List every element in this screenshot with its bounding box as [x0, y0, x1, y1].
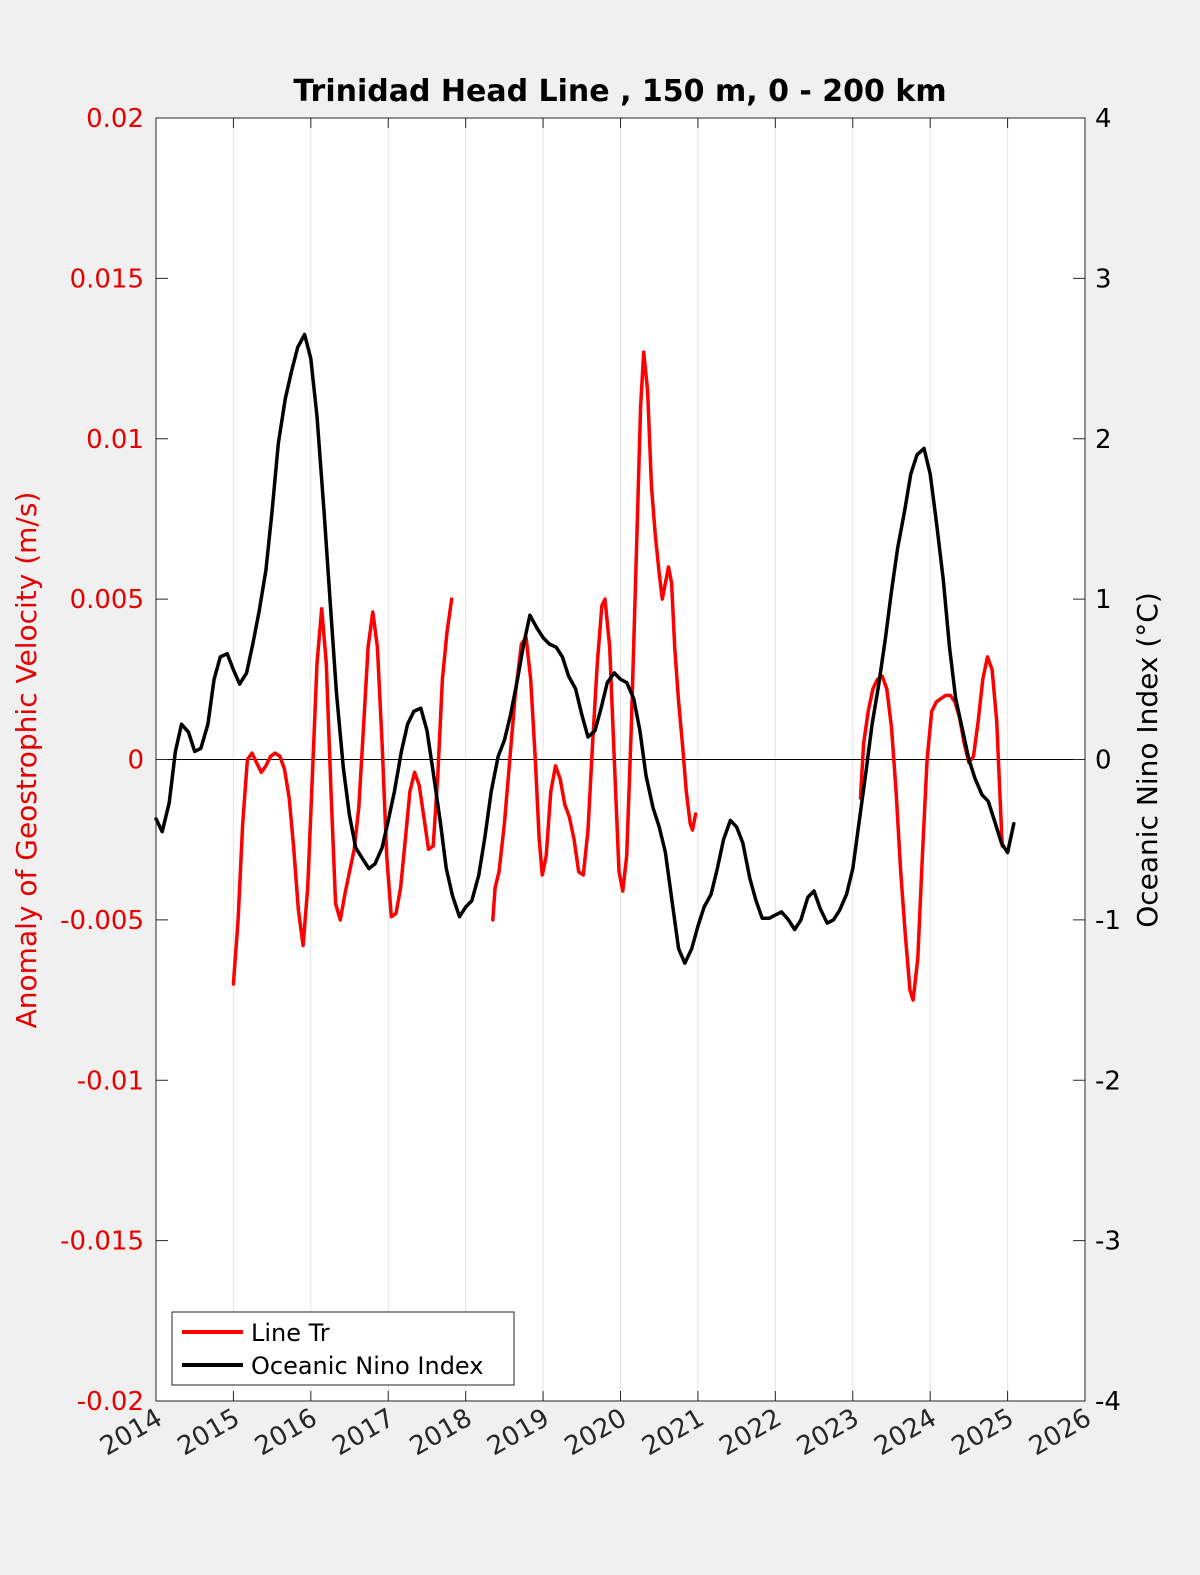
left-tick-label: -0.02 [77, 1387, 144, 1417]
right-tick-label: -3 [1095, 1227, 1121, 1257]
chart-title: Trinidad Head Line , 150 m, 0 - 200 km [293, 74, 946, 109]
left-tick-label: 0.01 [86, 425, 144, 455]
right-tick-label: 2 [1095, 425, 1112, 455]
right-tick-label: -4 [1095, 1387, 1121, 1417]
line-tr-series [858, 655, 1004, 1002]
left-tick-label: 0 [127, 746, 144, 776]
right-axis-label: Oceanic Nino Index (°C) [1131, 592, 1164, 928]
left-tick-label: 0.02 [86, 104, 144, 134]
left-tick-label: -0.005 [60, 906, 144, 936]
series-group [154, 332, 1016, 1002]
legend-box [171, 1311, 515, 1386]
left-tick-label: 0.005 [70, 585, 144, 615]
right-tick-label: 3 [1095, 264, 1112, 294]
right-tick-label: 4 [1095, 104, 1112, 134]
left-tick-label: -0.01 [77, 1066, 144, 1096]
right-tick-label: -1 [1095, 906, 1121, 936]
left-tick-label: -0.015 [60, 1227, 144, 1257]
line-tr-series [491, 350, 698, 922]
line-tr-series [231, 597, 454, 986]
legend: Line Tr Oceanic Nino Index [171, 1311, 515, 1386]
right-tick-label: 0 [1095, 746, 1112, 776]
legend-line-tr-label: Line Tr [251, 1319, 330, 1347]
oni-series [154, 332, 1016, 965]
right-tick-label: 1 [1095, 585, 1112, 615]
left-tick-label: 0.015 [70, 264, 144, 294]
right-axis: 4 3 2 1 0 -1 -2 -3 -4 [1073, 104, 1121, 1417]
left-axis-label: Anomaly of Geostrophic Velocity (m/s) [10, 492, 43, 1029]
left-axis: 0.02 0.015 0.01 0.005 0 -0.005 -0.01 -0.015 -0.0… [60, 104, 168, 1417]
legend-oni-label: Oceanic Nino Index [251, 1352, 483, 1380]
right-tick-label: -2 [1095, 1066, 1121, 1096]
